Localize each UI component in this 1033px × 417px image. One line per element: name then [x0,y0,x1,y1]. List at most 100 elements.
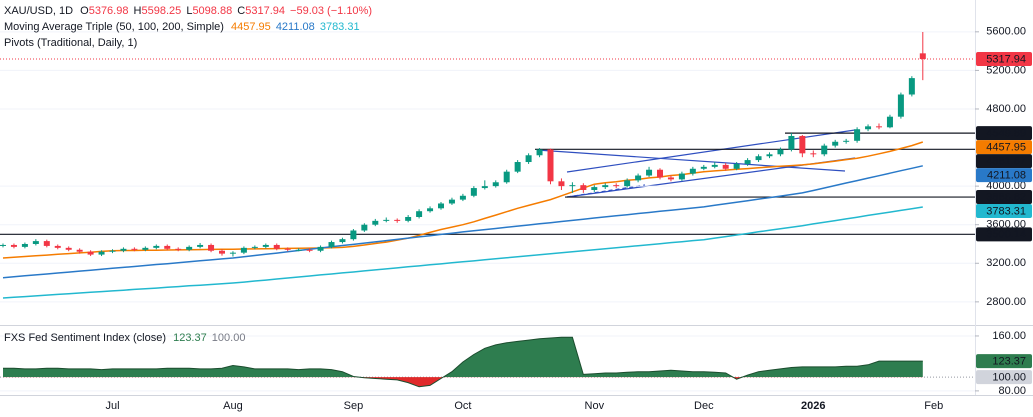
candle-body [383,219,390,221]
y-tick-label: 5600.00 [986,26,1026,38]
candle-body [273,244,280,249]
x-tick-label: Dec [694,400,714,412]
candle-body [339,239,346,243]
candle-body [416,211,423,217]
candle-body [591,187,598,190]
candle-body [788,135,795,150]
legend-low: 5098.88 [192,5,232,17]
candle-body [153,245,160,248]
candle-body [536,149,543,156]
candle-body [503,171,510,183]
x-tick-label: 2026 [801,400,825,412]
candle-body [657,169,663,178]
indicator-baseline: 100.00 [212,332,246,344]
legend-high: 5598.25 [141,5,181,17]
candle-body [372,220,379,225]
candle-body [886,116,893,128]
ma-value: 3783.31 [320,21,360,33]
x-tick-label: Aug [223,400,243,412]
x-tick-label: Nov [585,400,605,412]
trend-line [566,184,646,198]
candle-body [876,126,882,128]
ma-value: 4211.08 [276,21,315,33]
candle-body [689,168,696,174]
candle-body [240,247,247,253]
candle-body [251,246,258,248]
candle-body [109,250,116,252]
candle-body [405,216,412,221]
candle-body [219,250,225,254]
y-tick-label: 4000.00 [986,180,1026,192]
candle-body [284,248,291,250]
candle-body [65,247,72,250]
price-badge [976,227,1032,242]
candle-body [10,244,17,247]
legend-close: 5317.94 [245,5,285,17]
price-badge-label: 4381.67 [986,156,1026,168]
price-badge [976,354,1032,369]
candle-body [131,248,138,250]
candle-body [98,251,105,255]
trend-line [566,129,856,173]
price-badge [976,370,1032,385]
candle-body [427,208,434,212]
legend-row: FXS Fed Sentiment Index (close) 123.37 1… [4,332,245,344]
candle-body [208,244,215,251]
symbol: XAU/USD, 1D [4,5,73,17]
price-badge [976,140,1032,155]
candle-body [733,163,740,169]
price-badge-label: 4211.08 [987,170,1026,182]
candle-body [350,230,357,240]
price-badge [976,126,1032,141]
candle-body [602,185,609,188]
moving-average [2,165,923,279]
candle-body [744,160,751,164]
x-tick-label: Sep [344,400,364,412]
candle-body [120,248,127,251]
candle-body [328,242,335,247]
trend-line [536,149,846,172]
candle-body [569,185,576,187]
x-tick-label: Jul [105,400,119,412]
y-tick-label: 80.00 [998,385,1026,397]
candle-body [919,53,926,60]
indicator-title: FXS Fed Sentiment Index (close) [4,332,166,344]
candle-body [175,248,182,250]
x-tick-label: Feb [924,400,943,412]
candle-body [777,149,784,155]
candle-body [492,182,499,187]
candle-body [514,162,521,172]
candle-body [361,224,368,231]
candle-body [459,195,466,200]
pivot-title: Pivots (Traditional, Daily, 1) [4,37,137,49]
candle-body [306,249,313,251]
candle-body [394,219,401,221]
x-tick-label: Oct [454,400,471,412]
candle-body [897,94,904,117]
y-tick-label: 2800.00 [986,296,1026,308]
marks: 5600.005200.004800.004000.003600.003200.… [0,26,1032,397]
candle-body [470,188,477,196]
candle-body [295,249,302,251]
legend-letter: H [134,5,142,17]
price-badge-label: 3783.31 [986,205,1026,217]
candle-body [799,135,806,154]
candle-body [810,153,817,155]
moving-average [2,141,924,259]
candle-body [908,78,915,95]
candle-body [580,185,587,190]
candle-body [317,246,324,251]
candle-body [197,244,204,247]
legend-open: 5376.98 [89,5,129,17]
candle-body [481,186,488,189]
candle-body [32,241,39,244]
candle-body [76,249,83,252]
price-badge [976,52,1032,67]
candle-body [854,129,861,141]
candle-body [711,164,718,167]
price-badge-label: 3886.62 [986,191,1026,203]
legend-change: −59.03 (−1.10%) [290,5,372,17]
price-badge-label: 123.37 [992,356,1026,368]
area-line [3,336,923,388]
candle-body [613,185,620,187]
